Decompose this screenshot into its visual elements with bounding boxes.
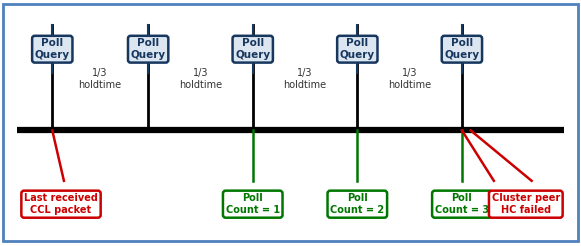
Text: Poll
Query: Poll Query [35,38,70,60]
Text: 1/3
holdtime: 1/3 holdtime [284,67,327,90]
Text: Poll
Query: Poll Query [340,38,375,60]
Text: 1/3
holdtime: 1/3 holdtime [179,67,222,90]
Text: Last received
CCL packet: Last received CCL packet [24,193,98,215]
Text: Poll
Count = 2: Poll Count = 2 [330,193,385,215]
Text: Poll
Count = 1: Poll Count = 1 [225,193,280,215]
Text: Poll
Query: Poll Query [235,38,270,60]
Text: 1/3
holdtime: 1/3 holdtime [388,67,431,90]
Text: 1/3
holdtime: 1/3 holdtime [78,67,121,90]
Text: Poll
Count = 3: Poll Count = 3 [435,193,489,215]
Text: Cluster peer
HC failed: Cluster peer HC failed [492,193,560,215]
Text: Poll
Query: Poll Query [444,38,479,60]
Text: Poll
Query: Poll Query [131,38,166,60]
